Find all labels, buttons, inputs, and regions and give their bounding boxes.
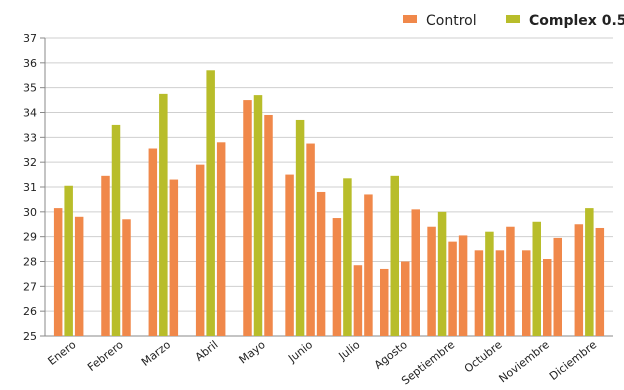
x-tick-label: Septiembre — [399, 338, 457, 388]
x-tick-label: Marzo — [139, 338, 173, 369]
x-tick-label: Julio — [336, 338, 363, 363]
bar-septiembre-3 — [448, 241, 457, 336]
bar-julio-4 — [364, 194, 373, 336]
bar-mayo-2 — [253, 95, 263, 336]
bar-junio-2 — [295, 119, 305, 336]
bar-octubre-2 — [485, 231, 494, 336]
bar-febrero-2 — [111, 124, 121, 337]
bar-marzo-2 — [159, 93, 168, 336]
bar-noviembre-1 — [522, 250, 531, 336]
bar-marzo-1 — [148, 148, 158, 336]
y-tick-label: 35 — [23, 82, 37, 95]
bar-junio-3 — [306, 143, 315, 336]
bar-diciembre-1 — [574, 224, 584, 336]
bar-septiembre-4 — [458, 235, 468, 336]
bar-diciembre-3 — [595, 227, 605, 336]
bar-agosto-3 — [401, 261, 410, 336]
y-tick-label: 30 — [23, 206, 37, 219]
bar-agosto-4 — [411, 209, 420, 336]
legend: Control Complex 0.5 — [403, 13, 624, 29]
bars — [53, 70, 605, 337]
y-tick-label: 37 — [23, 32, 37, 45]
bar-mayo-1 — [243, 100, 252, 336]
bar-noviembre-3 — [543, 259, 552, 336]
x-tick-label: Diciembre — [547, 338, 599, 383]
legend-swatch-complex — [506, 15, 520, 23]
y-tick-label: 34 — [23, 107, 37, 120]
legend-label-complex: Complex 0.5 — [529, 13, 624, 29]
bar-enero-3 — [74, 216, 84, 336]
bar-febrero-1 — [101, 175, 110, 336]
bar-agosto-1 — [380, 268, 389, 336]
y-axis: 25 26 27 28 29 30 31 32 33 34 35 36 37 — [23, 32, 613, 343]
bar-octubre-1 — [474, 250, 484, 336]
bar-octubre-3 — [495, 250, 505, 336]
bar-abril-2 — [206, 70, 215, 337]
x-tick-label: Mayo — [237, 338, 268, 367]
bar-julio-2 — [343, 178, 352, 336]
bar-junio-1 — [285, 174, 294, 336]
bar-abril-3 — [216, 142, 226, 336]
bar-marzo-3 — [169, 179, 179, 336]
y-tick-label: 31 — [23, 181, 37, 194]
gridlines — [45, 37, 613, 337]
bar-diciembre-2 — [585, 208, 594, 336]
bar-enero-2 — [64, 185, 73, 336]
y-tick-label: 25 — [23, 330, 37, 343]
bar-enero-1 — [53, 208, 63, 336]
legend-label-control: Control — [426, 13, 477, 29]
y-tick-label: 36 — [23, 57, 37, 70]
bar-septiembre-2 — [437, 211, 447, 336]
bar-noviembre-4 — [553, 237, 562, 336]
bar-febrero-3 — [122, 219, 131, 336]
bar-octubre-4 — [506, 226, 515, 336]
bar-julio-1 — [332, 218, 342, 336]
x-tick-label: Enero — [46, 338, 79, 368]
bar-noviembre-2 — [532, 221, 541, 336]
bar-mayo-3 — [264, 114, 273, 336]
y-tick-label: 27 — [23, 280, 37, 293]
bar-abril-1 — [195, 164, 205, 336]
bar-julio-3 — [353, 265, 363, 336]
y-tick-label: 29 — [23, 231, 37, 244]
x-tick-label: Noviembre — [497, 338, 552, 385]
bar-agosto-2 — [390, 175, 399, 336]
x-tick-label: Febrero — [85, 338, 126, 374]
x-tick-label: Junio — [285, 338, 315, 366]
x-tick-label: Abril — [193, 338, 221, 364]
y-tick-label: 32 — [23, 156, 37, 169]
x-axis: Enero Febrero Marzo Abril Mayo Junio Julio Agos… — [46, 338, 600, 388]
legend-swatch-control — [403, 15, 417, 23]
bar-junio-4 — [316, 191, 326, 336]
y-tick-label: 26 — [23, 305, 37, 318]
bar-septiembre-1 — [427, 226, 436, 336]
y-tick-label: 33 — [23, 131, 37, 144]
x-tick-label: Agosto — [372, 338, 410, 372]
y-tick-label: 28 — [23, 256, 37, 269]
x-tick-label: Octubre — [462, 338, 505, 375]
